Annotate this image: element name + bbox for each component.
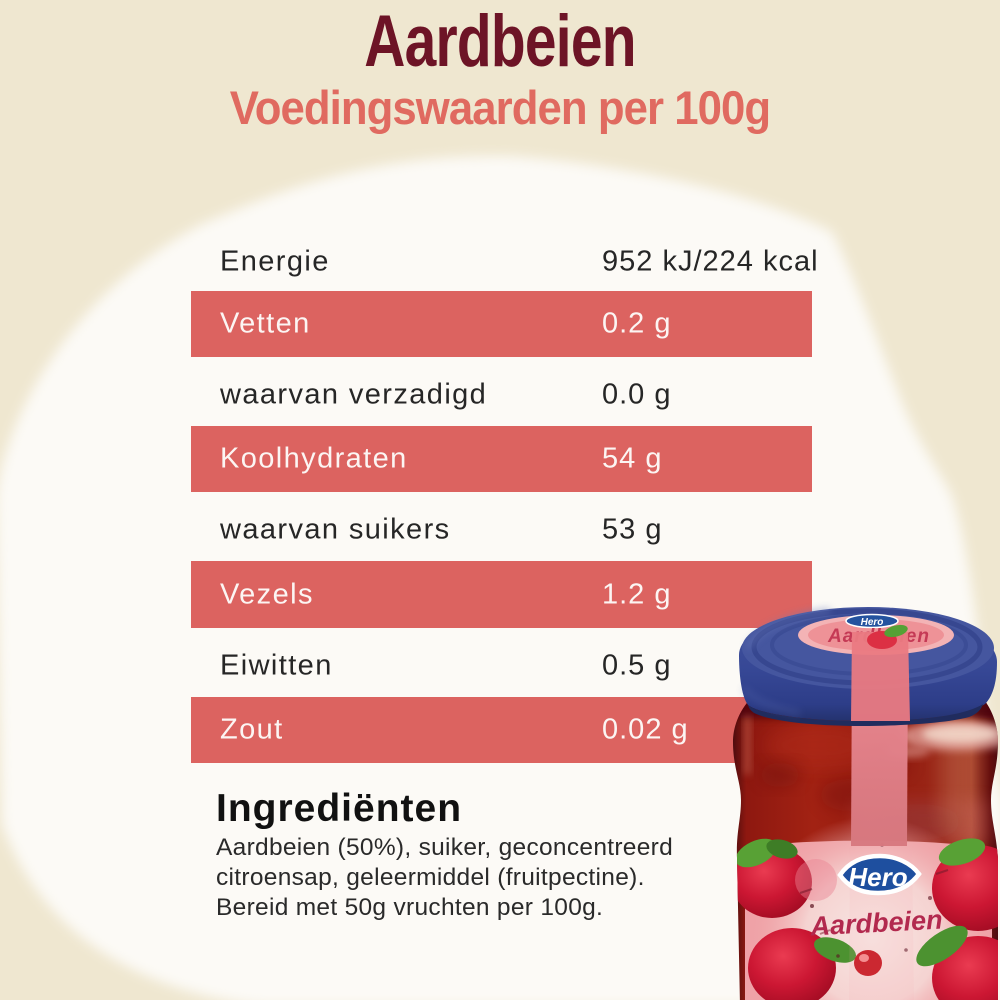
svg-text:Hero: Hero (848, 862, 907, 892)
svg-text:Aardbeien: Aardbeien (809, 905, 943, 942)
svg-text:Hero: Hero (861, 617, 884, 628)
